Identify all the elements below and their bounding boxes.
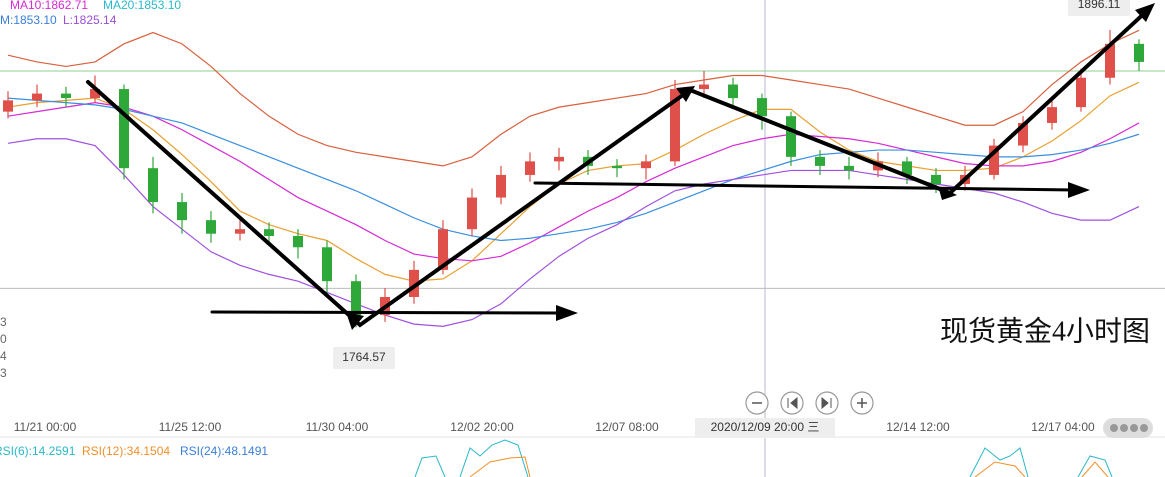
candle-body: [177, 202, 187, 221]
candle-body: [931, 174, 941, 184]
arrow-head: [556, 305, 578, 321]
rsi-text: RSI(6):14.2591: [0, 444, 76, 458]
chart-title: 现货黄金4小时图: [940, 315, 1150, 347]
candle-body: [612, 165, 622, 169]
legend-text: MA20:1853.10: [103, 0, 181, 12]
x-tick-label: 12/07 08:00: [595, 420, 659, 434]
zoom-in-button[interactable]: [850, 391, 874, 415]
low-label: 1764.57: [342, 350, 386, 364]
candle-body: [322, 247, 332, 282]
rsi12-line: [469, 456, 1109, 477]
candle-body: [641, 161, 651, 169]
candle-body: [148, 168, 158, 203]
x-tick-label: 12/17 04:00: [1031, 420, 1095, 434]
legend-text: MA10:1862.71: [10, 0, 88, 12]
candle-body: [786, 116, 796, 157]
candle-body: [989, 145, 999, 175]
candle-body: [235, 229, 245, 234]
indicator-line: [7, 29, 1140, 167]
rsi-legend: RSI(6):14.2591 RSI(12):34.1504 RSI(24):4…: [0, 444, 268, 458]
candle-body: [1018, 122, 1028, 146]
candle-body: [90, 89, 100, 99]
arrow-head: [1135, 3, 1155, 22]
x-tick-label: 11/30 04:00: [306, 420, 369, 434]
arrow-head: [1068, 182, 1090, 198]
rsi-text: RSI(12):34.1504: [82, 444, 170, 458]
prev-button[interactable]: [780, 391, 804, 415]
candle-body: [525, 161, 535, 175]
support-line: [210, 310, 562, 315]
candle-body: [438, 229, 448, 270]
candle-body: [206, 220, 216, 234]
rsi-lines: [414, 439, 1113, 477]
candle-body: [32, 93, 42, 101]
crosshair-label: 2020/12/09 20:00 三: [711, 420, 820, 434]
candle-body: [3, 100, 13, 112]
candle-body: [496, 174, 506, 198]
high-box: [1068, 0, 1130, 16]
candle-body: [1047, 107, 1057, 123]
fragment: 0: [0, 332, 7, 346]
candle-body: [815, 156, 825, 166]
candle-body: [264, 229, 274, 236]
candle-body: [1134, 43, 1144, 62]
candle-body: [699, 84, 709, 90]
fragment: 3: [0, 315, 7, 329]
next-button[interactable]: [815, 391, 839, 415]
left-fragments: 3 0 4 3: [0, 315, 7, 380]
support-line: [533, 181, 1077, 192]
candle-body: [1105, 43, 1115, 78]
candle-body: [119, 89, 129, 169]
arrow-head: [676, 86, 695, 102]
more-button[interactable]: [1103, 418, 1153, 438]
candle-body: [728, 84, 738, 99]
indicator-line: [7, 102, 1140, 262]
rsi6-line: [414, 439, 1113, 477]
legend: MA10:1862.71 MA20:1853.10 M:1853.10 L:18…: [0, 0, 181, 27]
x-tick-label: 12/02 20:00: [450, 420, 514, 434]
rsi-text: RSI(24):48.1491: [180, 444, 268, 458]
candle-body: [293, 235, 303, 248]
candle-body: [61, 93, 71, 99]
arrow-head: [938, 186, 957, 200]
low-box: [333, 347, 395, 369]
high-label: 1896.11: [1078, 0, 1121, 11]
x-tick-label: 11/21 00:00: [14, 420, 77, 434]
candle-body: [554, 156, 564, 162]
candle-body: [1076, 77, 1086, 108]
legend-text: M:1853.10: [0, 13, 57, 27]
indicator-line: [7, 97, 1140, 242]
x-axis: 11/21 00:00 11/25 12:00 11/30 04:00 12/0…: [14, 420, 1095, 434]
indicator-line: [7, 81, 1140, 282]
trend-arrows: [86, 3, 1155, 330]
arrow-head: [346, 312, 364, 330]
candle-body: [351, 281, 361, 316]
zoom-controls: [745, 391, 1153, 438]
candle-body: [467, 197, 477, 230]
candle-body: [409, 269, 419, 297]
x-tick-label: 12/14 12:00: [886, 420, 950, 434]
legend-text: L:1825.14: [63, 13, 117, 27]
crosshair-box: [695, 418, 835, 438]
candle-body: [844, 165, 854, 171]
x-tick-label: 11/25 12:00: [159, 420, 222, 434]
candle-body: [670, 89, 680, 162]
candle-body: [757, 98, 767, 117]
fragment: 4: [0, 349, 7, 363]
zoom-out-button[interactable]: [745, 391, 769, 415]
indicator-line: [7, 138, 1140, 327]
candle-body: [902, 161, 912, 175]
fragment: 3: [0, 366, 7, 380]
